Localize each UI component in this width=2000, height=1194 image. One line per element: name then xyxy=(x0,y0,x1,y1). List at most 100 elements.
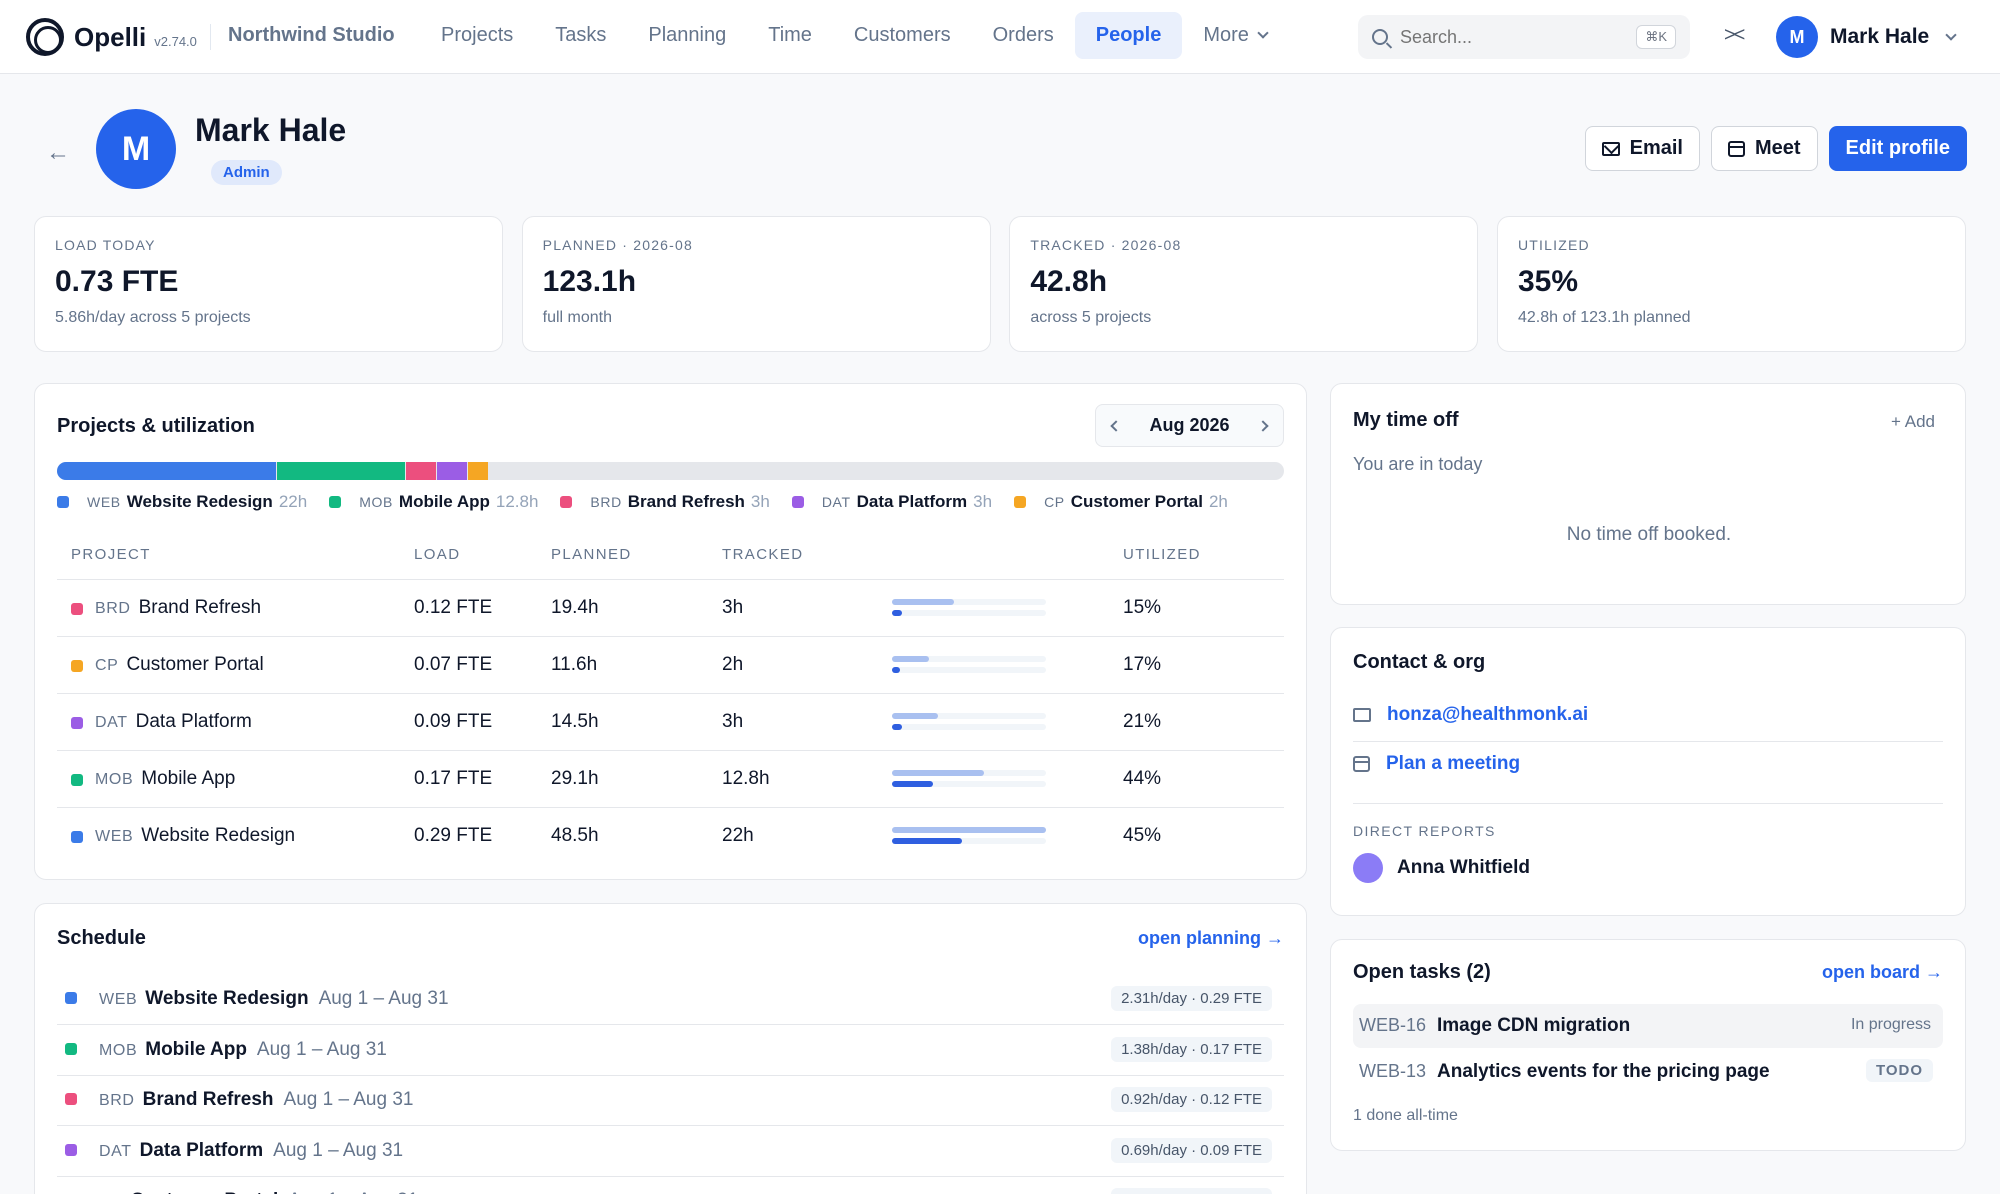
legend-hours: 2h xyxy=(1208,492,1228,511)
tracked-track xyxy=(892,781,1046,787)
nav-item-customers[interactable]: Customers xyxy=(853,24,951,46)
stack-segment-dat xyxy=(436,462,467,480)
schedule-row[interactable]: DAT Data Platform Aug 1 – Aug 31 0.69h/day … xyxy=(57,1127,1284,1177)
table-row[interactable]: BRD Brand Refresh 0.12 FTE 19.4h 3h 15% xyxy=(57,580,1284,637)
load-cell: 0.09 FTE xyxy=(414,711,493,732)
schedule-row[interactable]: BRD Brand Refresh Aug 1 – Aug 31 0.92h/day … xyxy=(57,1076,1284,1126)
table-row[interactable]: MOB Mobile App 0.17 FTE 29.1h 12.8h 44% xyxy=(57,751,1284,808)
nav-item-more[interactable]: More xyxy=(1182,12,1288,59)
role-badge: Admin xyxy=(211,160,282,185)
stack-segment-mob xyxy=(277,462,405,480)
legend-code: MOB xyxy=(359,494,393,510)
collapse-icon[interactable]: >< xyxy=(1724,24,1745,46)
legend-swatch xyxy=(329,496,342,508)
add-time-off-button[interactable]: + Add xyxy=(1891,412,1935,431)
tracked-track xyxy=(892,610,1046,616)
table-row[interactable]: WEB Website Redesign 0.29 FTE 48.5h 22h 45% xyxy=(57,808,1284,865)
workspace-name[interactable]: Northwind Studio xyxy=(228,24,395,46)
stat-card-utilized: UTILIZED 35% 42.8h of 123.1h planned xyxy=(1496,216,1966,352)
meet-button[interactable]: Meet xyxy=(1710,126,1818,171)
legend-item: CP Customer Portal 2h xyxy=(1014,492,1228,512)
project-name: Mobile App xyxy=(141,768,236,789)
utilization-bars xyxy=(892,713,1046,733)
project-name: Website Redesign xyxy=(145,988,309,1009)
nav-item-time[interactable]: Time xyxy=(768,24,812,46)
project-code: MOB xyxy=(99,1041,138,1059)
email-button[interactable]: Email xyxy=(1584,126,1700,171)
stack-segment-cp xyxy=(467,462,488,480)
load-cell: 0.17 FTE xyxy=(414,768,493,789)
stat-card-tracked: TRACKED · 2026-08 42.8h across 5 project… xyxy=(1009,216,1479,352)
planned-cell: 29.1h xyxy=(551,768,599,789)
global-search[interactable]: ⌘K xyxy=(1358,15,1690,59)
task-status: In progress xyxy=(1850,1016,1931,1033)
tracked-bar xyxy=(892,724,902,730)
nav-item-projects[interactable]: Projects xyxy=(441,24,514,46)
mail-icon xyxy=(1601,141,1620,156)
chevron-left-icon[interactable] xyxy=(1110,419,1122,432)
legend-name: Website Redesign xyxy=(126,492,273,511)
utilization-bars xyxy=(892,827,1046,847)
back-arrow-icon[interactable]: ← xyxy=(46,139,70,166)
project-color-dot xyxy=(71,660,83,672)
task-item[interactable]: WEB-13 Analytics events for the pricing … xyxy=(1353,1050,1943,1094)
nav-item-tasks[interactable]: Tasks xyxy=(555,24,607,46)
table-row[interactable]: DAT Data Platform 0.09 FTE 14.5h 3h 21% xyxy=(57,694,1284,751)
divider xyxy=(1353,741,1943,742)
project-color-dot xyxy=(65,992,77,1004)
nav-item-planning[interactable]: Planning xyxy=(648,24,727,46)
schedule-row[interactable]: WEB Website Redesign Aug 1 – Aug 31 2.31h/d… xyxy=(57,975,1284,1025)
nav-item-people[interactable]: People xyxy=(1074,12,1183,59)
direct-reports-label: DIRECT REPORTS xyxy=(1353,823,1496,839)
planned-cell: 19.4h xyxy=(551,597,599,618)
schedule-dates: Aug 1 – Aug 31 xyxy=(283,1089,414,1110)
chevron-down-icon xyxy=(1257,27,1269,39)
utilization-bars xyxy=(892,599,1046,619)
project-code: DAT xyxy=(95,714,128,731)
chevron-right-icon[interactable] xyxy=(1257,419,1269,432)
planned-bar xyxy=(892,770,985,776)
stat-value: 123.1h xyxy=(542,265,637,298)
schedule-dates: Aug 1 – Aug 31 xyxy=(273,1139,404,1161)
legend-item: DAT Data Platform 3h xyxy=(791,492,992,512)
project-name: Data Platform xyxy=(139,1139,264,1161)
open-board-link[interactable]: open board → xyxy=(1822,962,1943,982)
project-name-cell: BRD Brand Refresh xyxy=(95,597,261,619)
utilized-cell: 21% xyxy=(1123,711,1162,732)
legend-name: Data Platform xyxy=(856,492,968,511)
top-navigation: Opelli v2.74.0 Northwind Studio Projects… xyxy=(0,0,2000,74)
user-menu[interactable]: M Mark Hale xyxy=(1776,16,1957,58)
project-name-cell: WEB Website Redesign xyxy=(95,825,295,847)
schedule-row[interactable]: MOB Mobile App Aug 1 – Aug 31 1.38h/day · 0… xyxy=(57,1026,1284,1076)
schedule-rate-badge: 2.31h/day · 0.29 FTE xyxy=(1111,986,1272,1011)
stat-subtext: 5.86h/day across 5 projects xyxy=(55,309,251,326)
load-cell: 0.12 FTE xyxy=(414,597,493,618)
task-item[interactable]: WEB-16 Image CDN migration In progress xyxy=(1353,1004,1943,1048)
edit-profile-button[interactable]: Edit profile xyxy=(1828,126,1967,171)
project-color-dot xyxy=(65,1093,77,1105)
planned-track xyxy=(892,827,1046,833)
meet-button-label: Meet xyxy=(1754,137,1801,159)
load-cell: 0.29 FTE xyxy=(414,825,493,846)
col-tracked: TRACKED xyxy=(722,546,804,563)
schedule-text: WEB Website Redesign Aug 1 – Aug 31 xyxy=(99,988,449,1010)
direct-report-item[interactable]: Anna Whitfield xyxy=(1353,853,1530,883)
open-planning-link[interactable]: open planning → xyxy=(1138,928,1284,948)
page-title: Mark Hale xyxy=(195,112,347,148)
stat-subtext: 42.8h of 123.1h planned xyxy=(1517,309,1691,326)
calendar-icon xyxy=(1727,140,1745,157)
load-cell: 0.07 FTE xyxy=(414,654,493,675)
project-name: Brand Refresh xyxy=(138,597,262,618)
search-input[interactable] xyxy=(1400,26,1620,48)
card-title: Open tasks (2) xyxy=(1353,961,1491,983)
plan-meeting-link[interactable]: Plan a meeting xyxy=(1353,753,1943,775)
project-name: Customer Portal xyxy=(130,1190,278,1194)
table-row[interactable]: CP Customer Portal 0.07 FTE 11.6h 2h 17% xyxy=(57,637,1284,694)
contact-email[interactable]: honza@healthmonk.ai xyxy=(1353,704,1943,726)
app-logo[interactable]: Opelli v2.74.0 xyxy=(26,18,197,56)
user-avatar: M xyxy=(1776,16,1818,58)
legend-item: BRD Brand Refresh 3h xyxy=(560,492,770,512)
stat-label: PLANNED · 2026-08 xyxy=(542,237,694,253)
nav-item-orders[interactable]: Orders xyxy=(992,24,1054,46)
